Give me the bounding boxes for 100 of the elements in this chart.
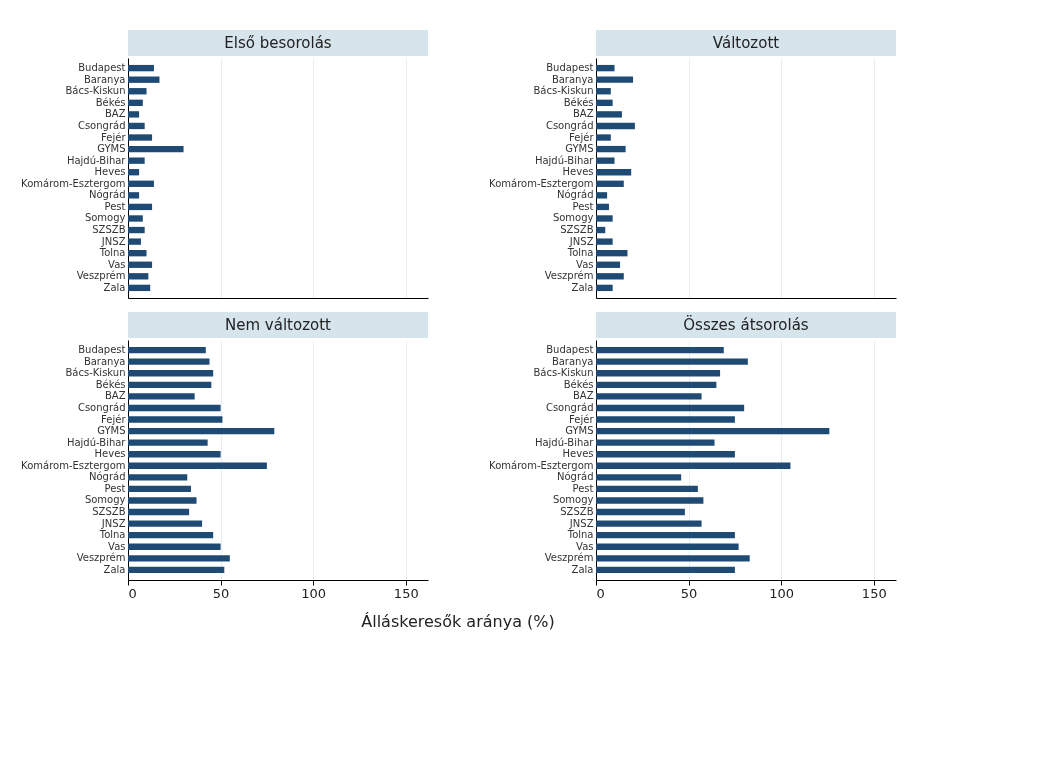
bar: [596, 157, 615, 164]
y-tick-label: Somogy: [552, 212, 594, 224]
y-tick-label: Budapest: [78, 344, 126, 356]
y-tick-label: Bács-Kiskun: [533, 367, 594, 379]
chart-title: Nem változott: [225, 316, 332, 334]
bar: [128, 76, 160, 83]
y-tick-label: Nógrád: [88, 189, 126, 201]
y-tick-label: Pest: [104, 200, 126, 212]
bar: [596, 134, 611, 141]
y-tick-label: Zala: [571, 281, 594, 293]
y-tick-label: JNSZ: [568, 517, 594, 529]
y-tick-label: SZSZB: [92, 506, 126, 518]
x-tick-label: 100: [769, 585, 795, 601]
bar: [596, 64, 615, 72]
x-axis-title: Álláskeresők aránya (%): [361, 612, 555, 631]
y-tick-label: Vas: [108, 258, 126, 270]
y-tick-label: Budapest: [546, 344, 594, 356]
y-tick-label: Zala: [103, 563, 126, 575]
y-tick-label: Hajdú-Bihar: [66, 154, 127, 166]
y-tick-label: Somogy: [84, 494, 126, 506]
y-tick-label: Heves: [94, 166, 126, 178]
y-tick-label: Heves: [562, 166, 594, 178]
bar: [128, 145, 184, 153]
y-tick-label: Fejér: [569, 413, 595, 425]
y-tick-label: GYMS: [97, 143, 126, 155]
bar: [596, 261, 621, 268]
bar: [128, 203, 153, 211]
y-tick-label: GYMS: [565, 143, 594, 155]
chart-title: Első besorolás: [224, 34, 332, 52]
y-tick-label: Hajdú-Bihar: [534, 436, 595, 448]
y-tick-label: BAZ: [104, 108, 126, 120]
y-tick-label: Pest: [572, 482, 594, 494]
bar: [128, 215, 143, 222]
bar: [128, 250, 147, 257]
y-tick-label: JNSZ: [568, 235, 594, 247]
y-tick-label: Fejér: [569, 131, 595, 143]
y-tick-label: Budapest: [546, 62, 594, 74]
y-tick-label: Heves: [562, 448, 594, 460]
y-tick-label: JNSZ: [100, 235, 126, 247]
y-tick-label: GYMS: [565, 425, 594, 437]
bar: [596, 192, 608, 199]
bar: [128, 192, 140, 199]
bar: [596, 284, 613, 292]
bar: [128, 88, 147, 95]
bar: [596, 169, 632, 176]
bar: [596, 273, 624, 280]
y-tick-label: Békés: [563, 96, 594, 108]
bar: [596, 122, 635, 130]
y-tick-label: Hajdú-Bihar: [66, 436, 127, 448]
bar: [596, 250, 628, 257]
y-tick-label: Veszprém: [544, 552, 594, 564]
y-tick-label: Csongrád: [77, 401, 126, 413]
y-tick-label: Csongrád: [545, 119, 594, 131]
x-tick-label: 50: [212, 585, 230, 601]
y-tick-label: Baranya: [551, 73, 594, 85]
y-tick-label: Zala: [103, 281, 126, 293]
bar: [596, 76, 634, 83]
y-tick-label: Veszprém: [76, 552, 126, 564]
y-tick-label: SZSZB: [92, 224, 126, 236]
bar: [596, 145, 626, 153]
bar: [128, 180, 154, 187]
y-tick-label: Bács-Kiskun: [65, 85, 126, 97]
bar: [128, 122, 145, 130]
y-tick-label: Vas: [576, 258, 594, 270]
y-tick-label: Pest: [572, 200, 594, 212]
y-tick-label: BAZ: [572, 108, 594, 120]
y-tick-label: Tolna: [98, 247, 126, 259]
x-tick-label: 150: [861, 585, 887, 601]
bar: [128, 111, 140, 118]
y-tick-label: Vas: [576, 540, 594, 552]
x-tick-label: 0: [596, 585, 605, 601]
y-tick-label: Tolna: [98, 529, 126, 541]
y-tick-label: Tolna: [566, 529, 594, 541]
y-tick-label: Nógrád: [556, 471, 594, 483]
chart-title: Összes átsorolás: [683, 315, 809, 334]
bar: [596, 111, 622, 118]
x-tick-label: 0: [128, 585, 137, 601]
y-tick-label: JNSZ: [100, 517, 126, 529]
bar: [128, 64, 154, 72]
bar: [128, 261, 153, 268]
bar: [596, 215, 613, 222]
y-tick-label: Csongrád: [545, 401, 594, 413]
y-tick-label: Zala: [571, 563, 594, 575]
y-tick-label: Budapest: [78, 62, 126, 74]
bar: [596, 203, 609, 211]
y-tick-label: Fejér: [101, 413, 127, 425]
bar: [128, 134, 153, 141]
y-tick-label: Komárom-Esztergom: [489, 459, 594, 471]
y-tick-label: Baranya: [83, 355, 126, 367]
y-tick-label: Nógrád: [556, 189, 594, 201]
x-tick-label: 150: [393, 585, 419, 601]
bar: [128, 157, 145, 164]
y-tick-label: Bács-Kiskun: [533, 85, 594, 97]
y-tick-label: BAZ: [572, 390, 594, 402]
y-tick-label: Komárom-Esztergom: [21, 177, 126, 189]
y-tick-label: Somogy: [552, 494, 594, 506]
y-tick-label: Vas: [108, 540, 126, 552]
y-tick-label: Hajdú-Bihar: [534, 154, 595, 166]
bar: [128, 226, 145, 234]
y-tick-label: Békés: [563, 378, 594, 390]
